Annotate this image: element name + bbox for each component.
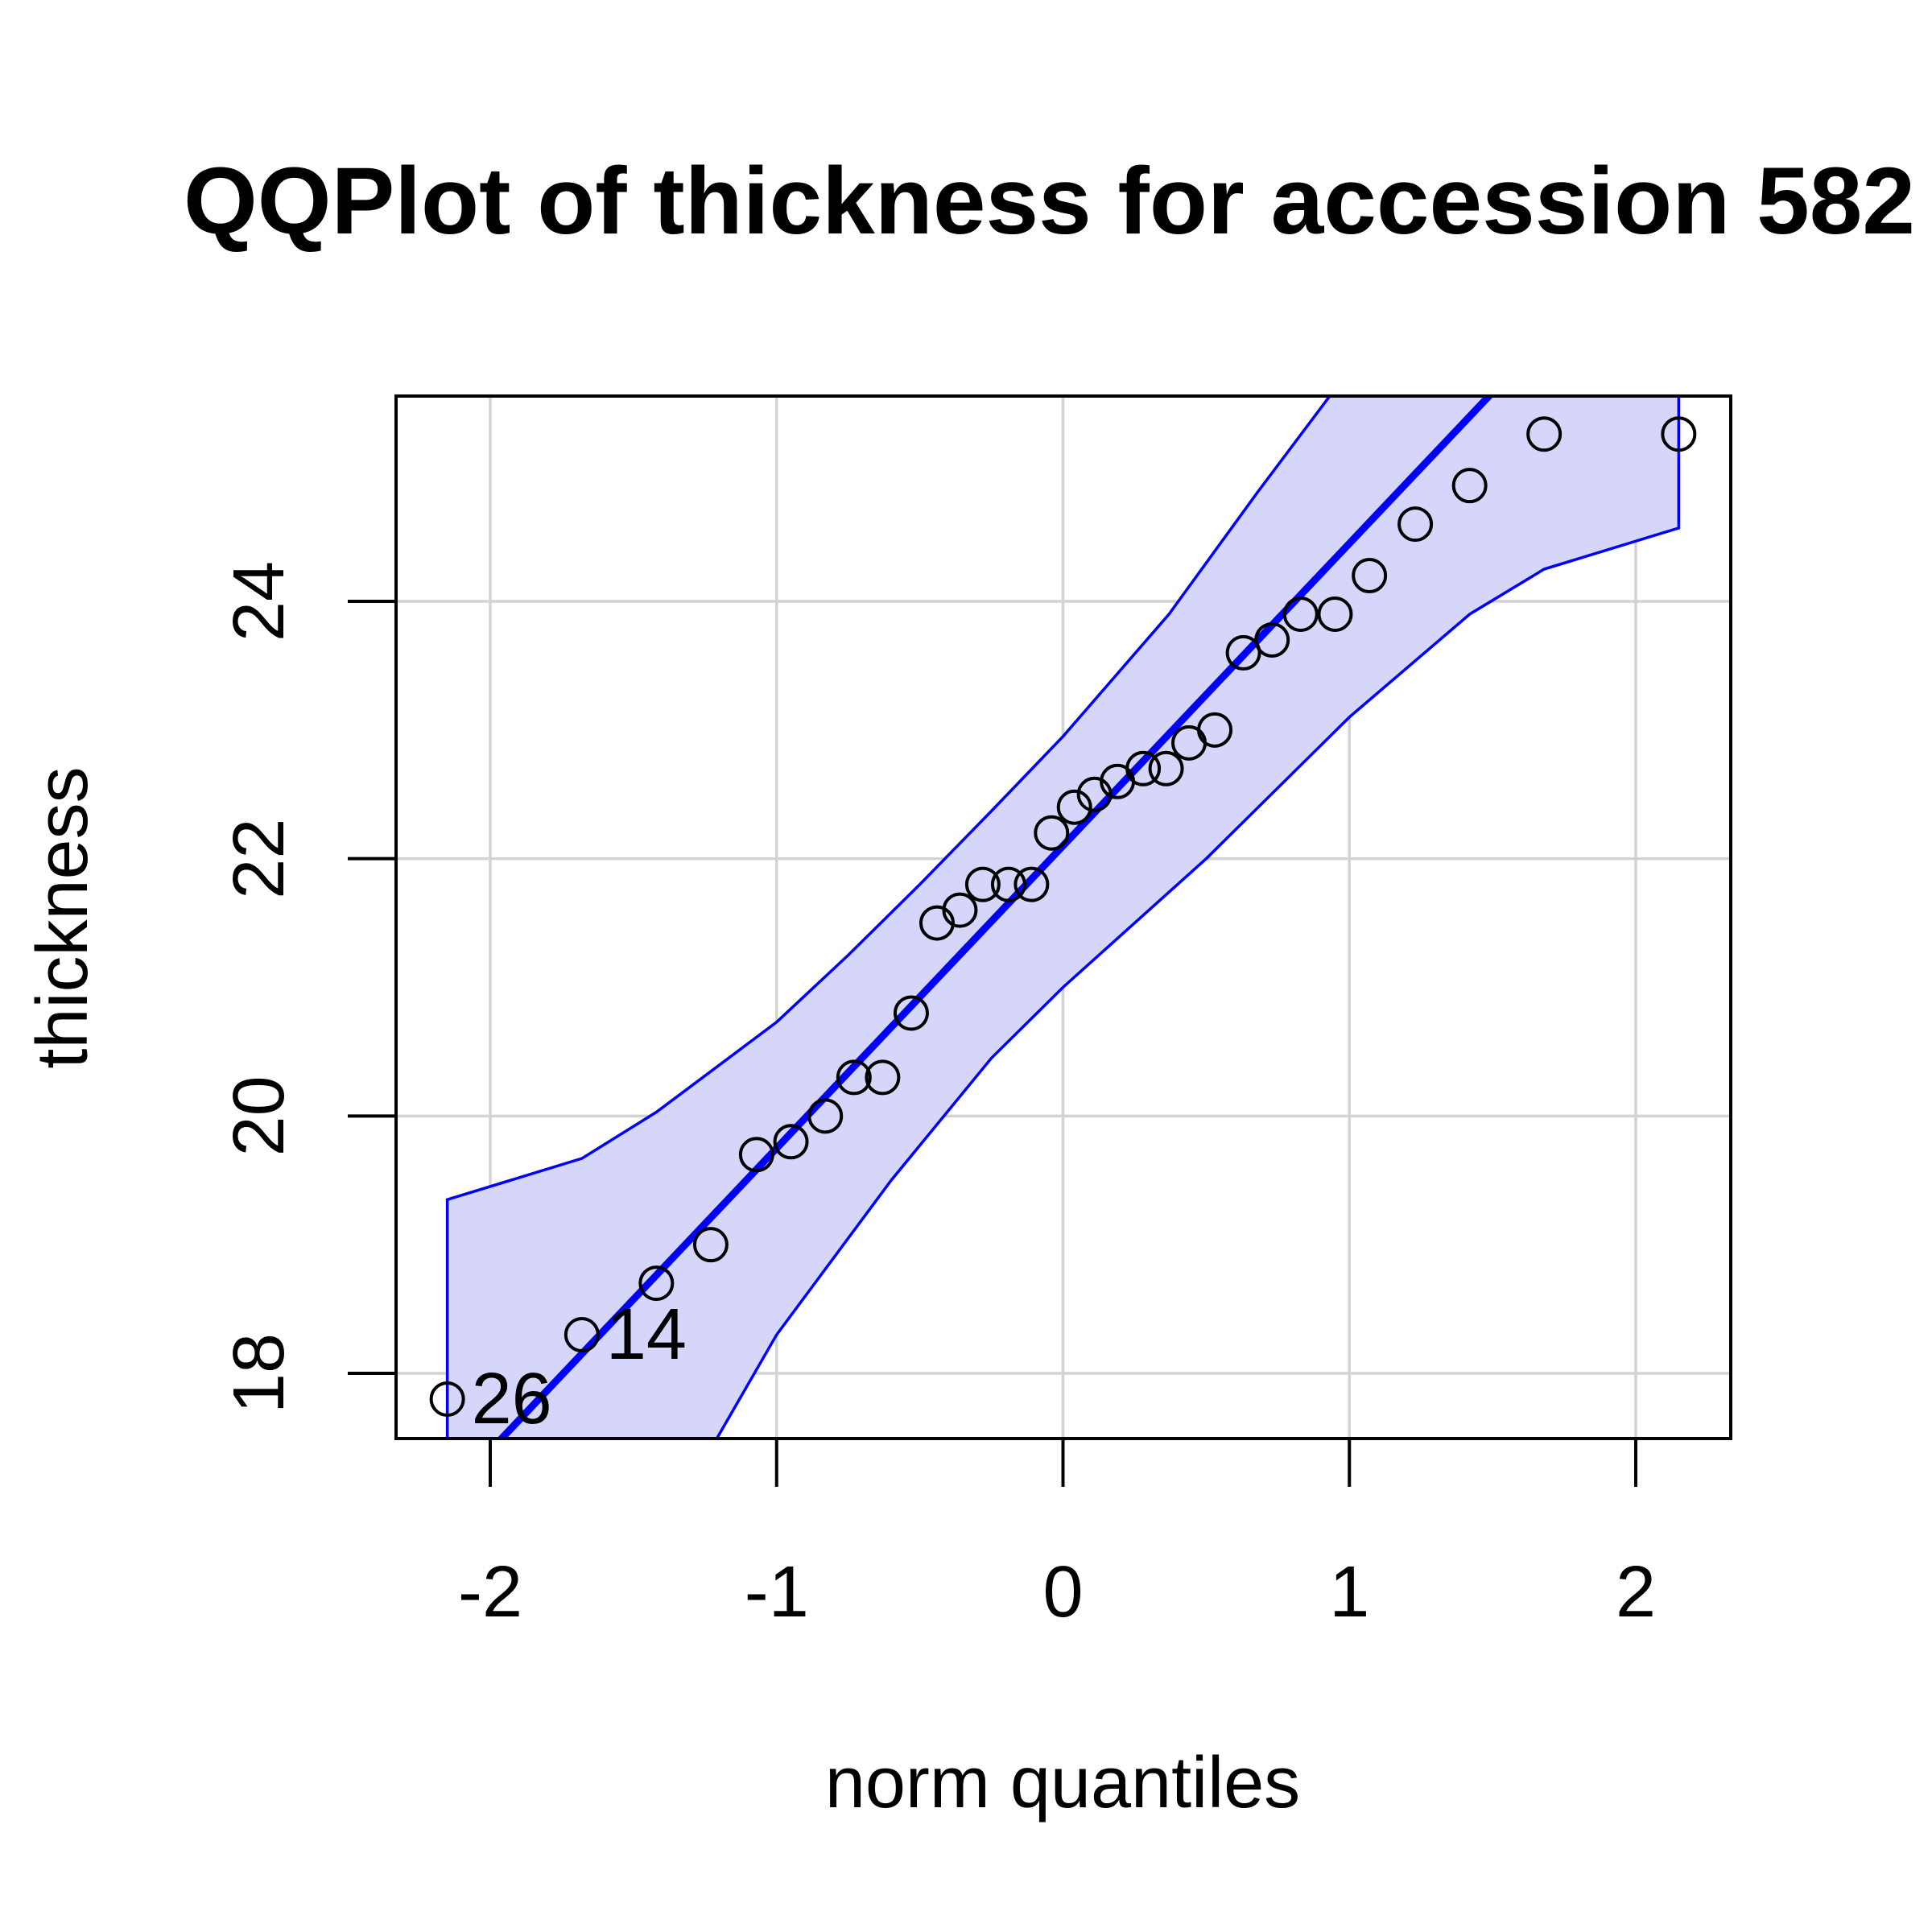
data-point (1148, 750, 1184, 786)
x-tick-label: 1 (1329, 1552, 1369, 1633)
data-point (1125, 750, 1162, 786)
data-point (1013, 866, 1050, 902)
x-tick-label: 2 (1616, 1552, 1656, 1633)
data-point (964, 866, 1001, 902)
y-axis-label: thickness (23, 766, 103, 1068)
chart-title: QQPlot of thickness for accession 582 (184, 148, 1915, 254)
data-point (807, 1098, 844, 1134)
y-tick-label: 22 (219, 819, 299, 899)
data-point (738, 1137, 774, 1173)
data-point (1661, 416, 1697, 452)
data-point (942, 892, 978, 928)
data-point (1197, 712, 1233, 748)
data-point (773, 1124, 809, 1160)
data-point (1056, 789, 1092, 825)
y-axis: 18 20 22 24 (219, 561, 398, 1414)
data-point (990, 866, 1026, 902)
data-point (1282, 596, 1319, 632)
data-point (1451, 468, 1488, 504)
x-axis-label: norm quantiles (825, 1743, 1300, 1823)
data-point (1225, 634, 1261, 671)
data-points (429, 416, 1697, 1417)
y-tick-label: 24 (219, 561, 299, 642)
data-point (638, 1265, 675, 1302)
confidence-envelope-upper-line (445, 396, 1332, 1439)
x-tick-label: 0 (1042, 1552, 1083, 1633)
x-axis: -2 -1 0 1 2 (458, 1437, 1656, 1633)
data-point (1352, 558, 1388, 594)
data-point (893, 995, 929, 1031)
data-point (865, 1059, 901, 1096)
data-point (1034, 815, 1070, 851)
data-point (429, 1381, 465, 1417)
y-tick-label: 18 (219, 1333, 299, 1414)
data-point (1317, 596, 1353, 632)
x-tick-label: -2 (458, 1552, 522, 1633)
data-point (1397, 506, 1434, 543)
confidence-envelope-lower-line (715, 396, 1681, 1439)
x-tick-label: -1 (745, 1552, 809, 1633)
data-point (836, 1059, 872, 1096)
data-point (1526, 416, 1563, 452)
point-label: 26 (472, 1359, 552, 1439)
y-tick-label: 20 (219, 1075, 299, 1156)
point-labels: 26 14 (472, 1294, 687, 1439)
data-point (564, 1317, 600, 1353)
data-point (692, 1227, 729, 1263)
confidence-envelope (447, 396, 1679, 1439)
point-label: 14 (606, 1294, 687, 1375)
data-point (1254, 621, 1290, 658)
